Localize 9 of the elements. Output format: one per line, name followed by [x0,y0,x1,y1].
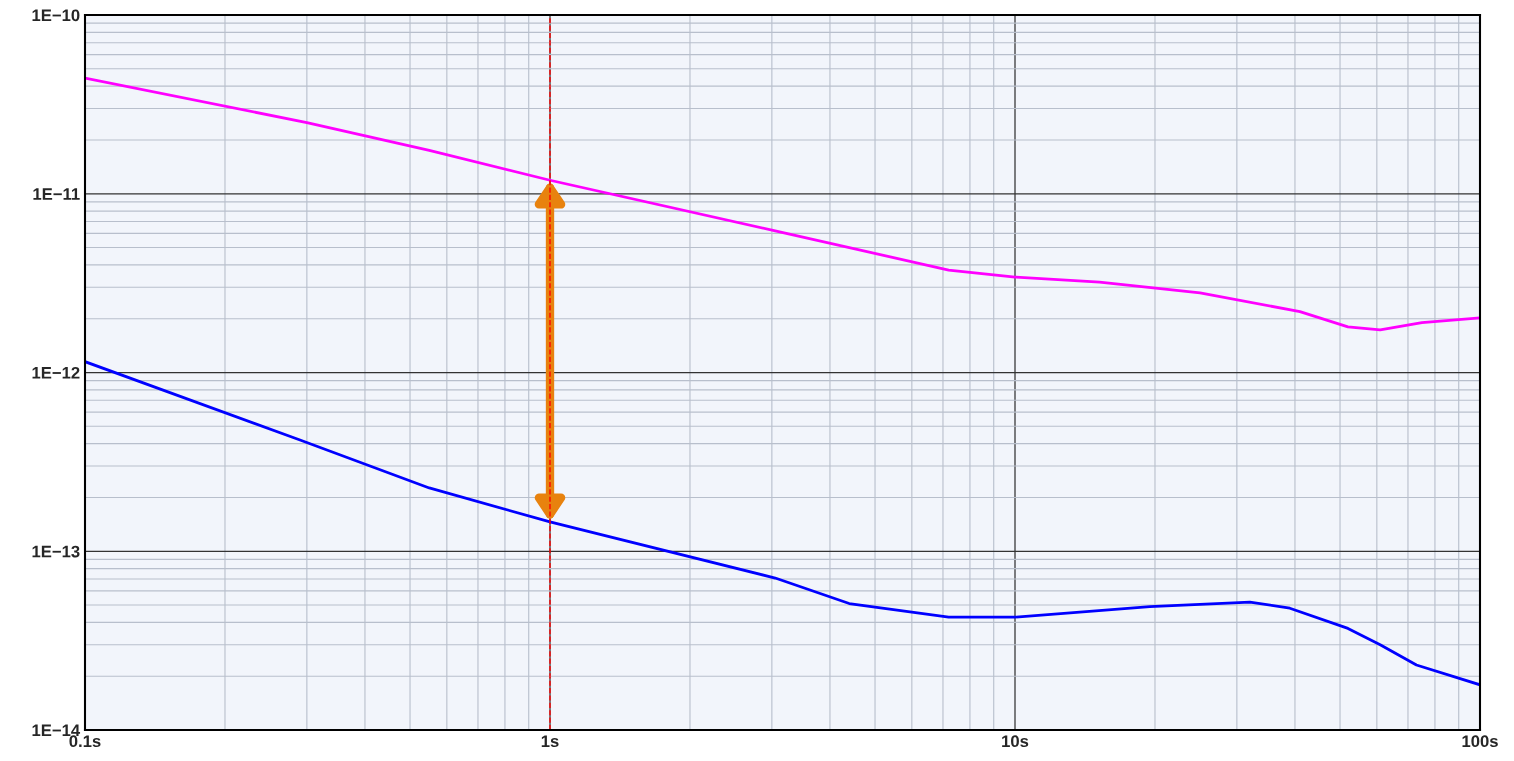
y-tick-label: 1E−12 [32,366,80,379]
y-tick-label: 1E−14 [32,724,81,737]
x-tick-label: 0.1s [69,735,101,748]
x-tick-label: 10s [1002,735,1029,748]
y-tick-label: 1E−10 [32,9,80,22]
x-tick-label: 100s [1462,735,1498,748]
x-tick-label: 1s [541,735,559,748]
y-tick-label: 1E−13 [32,545,80,558]
y-tick-label: 1E−11 [33,188,80,200]
